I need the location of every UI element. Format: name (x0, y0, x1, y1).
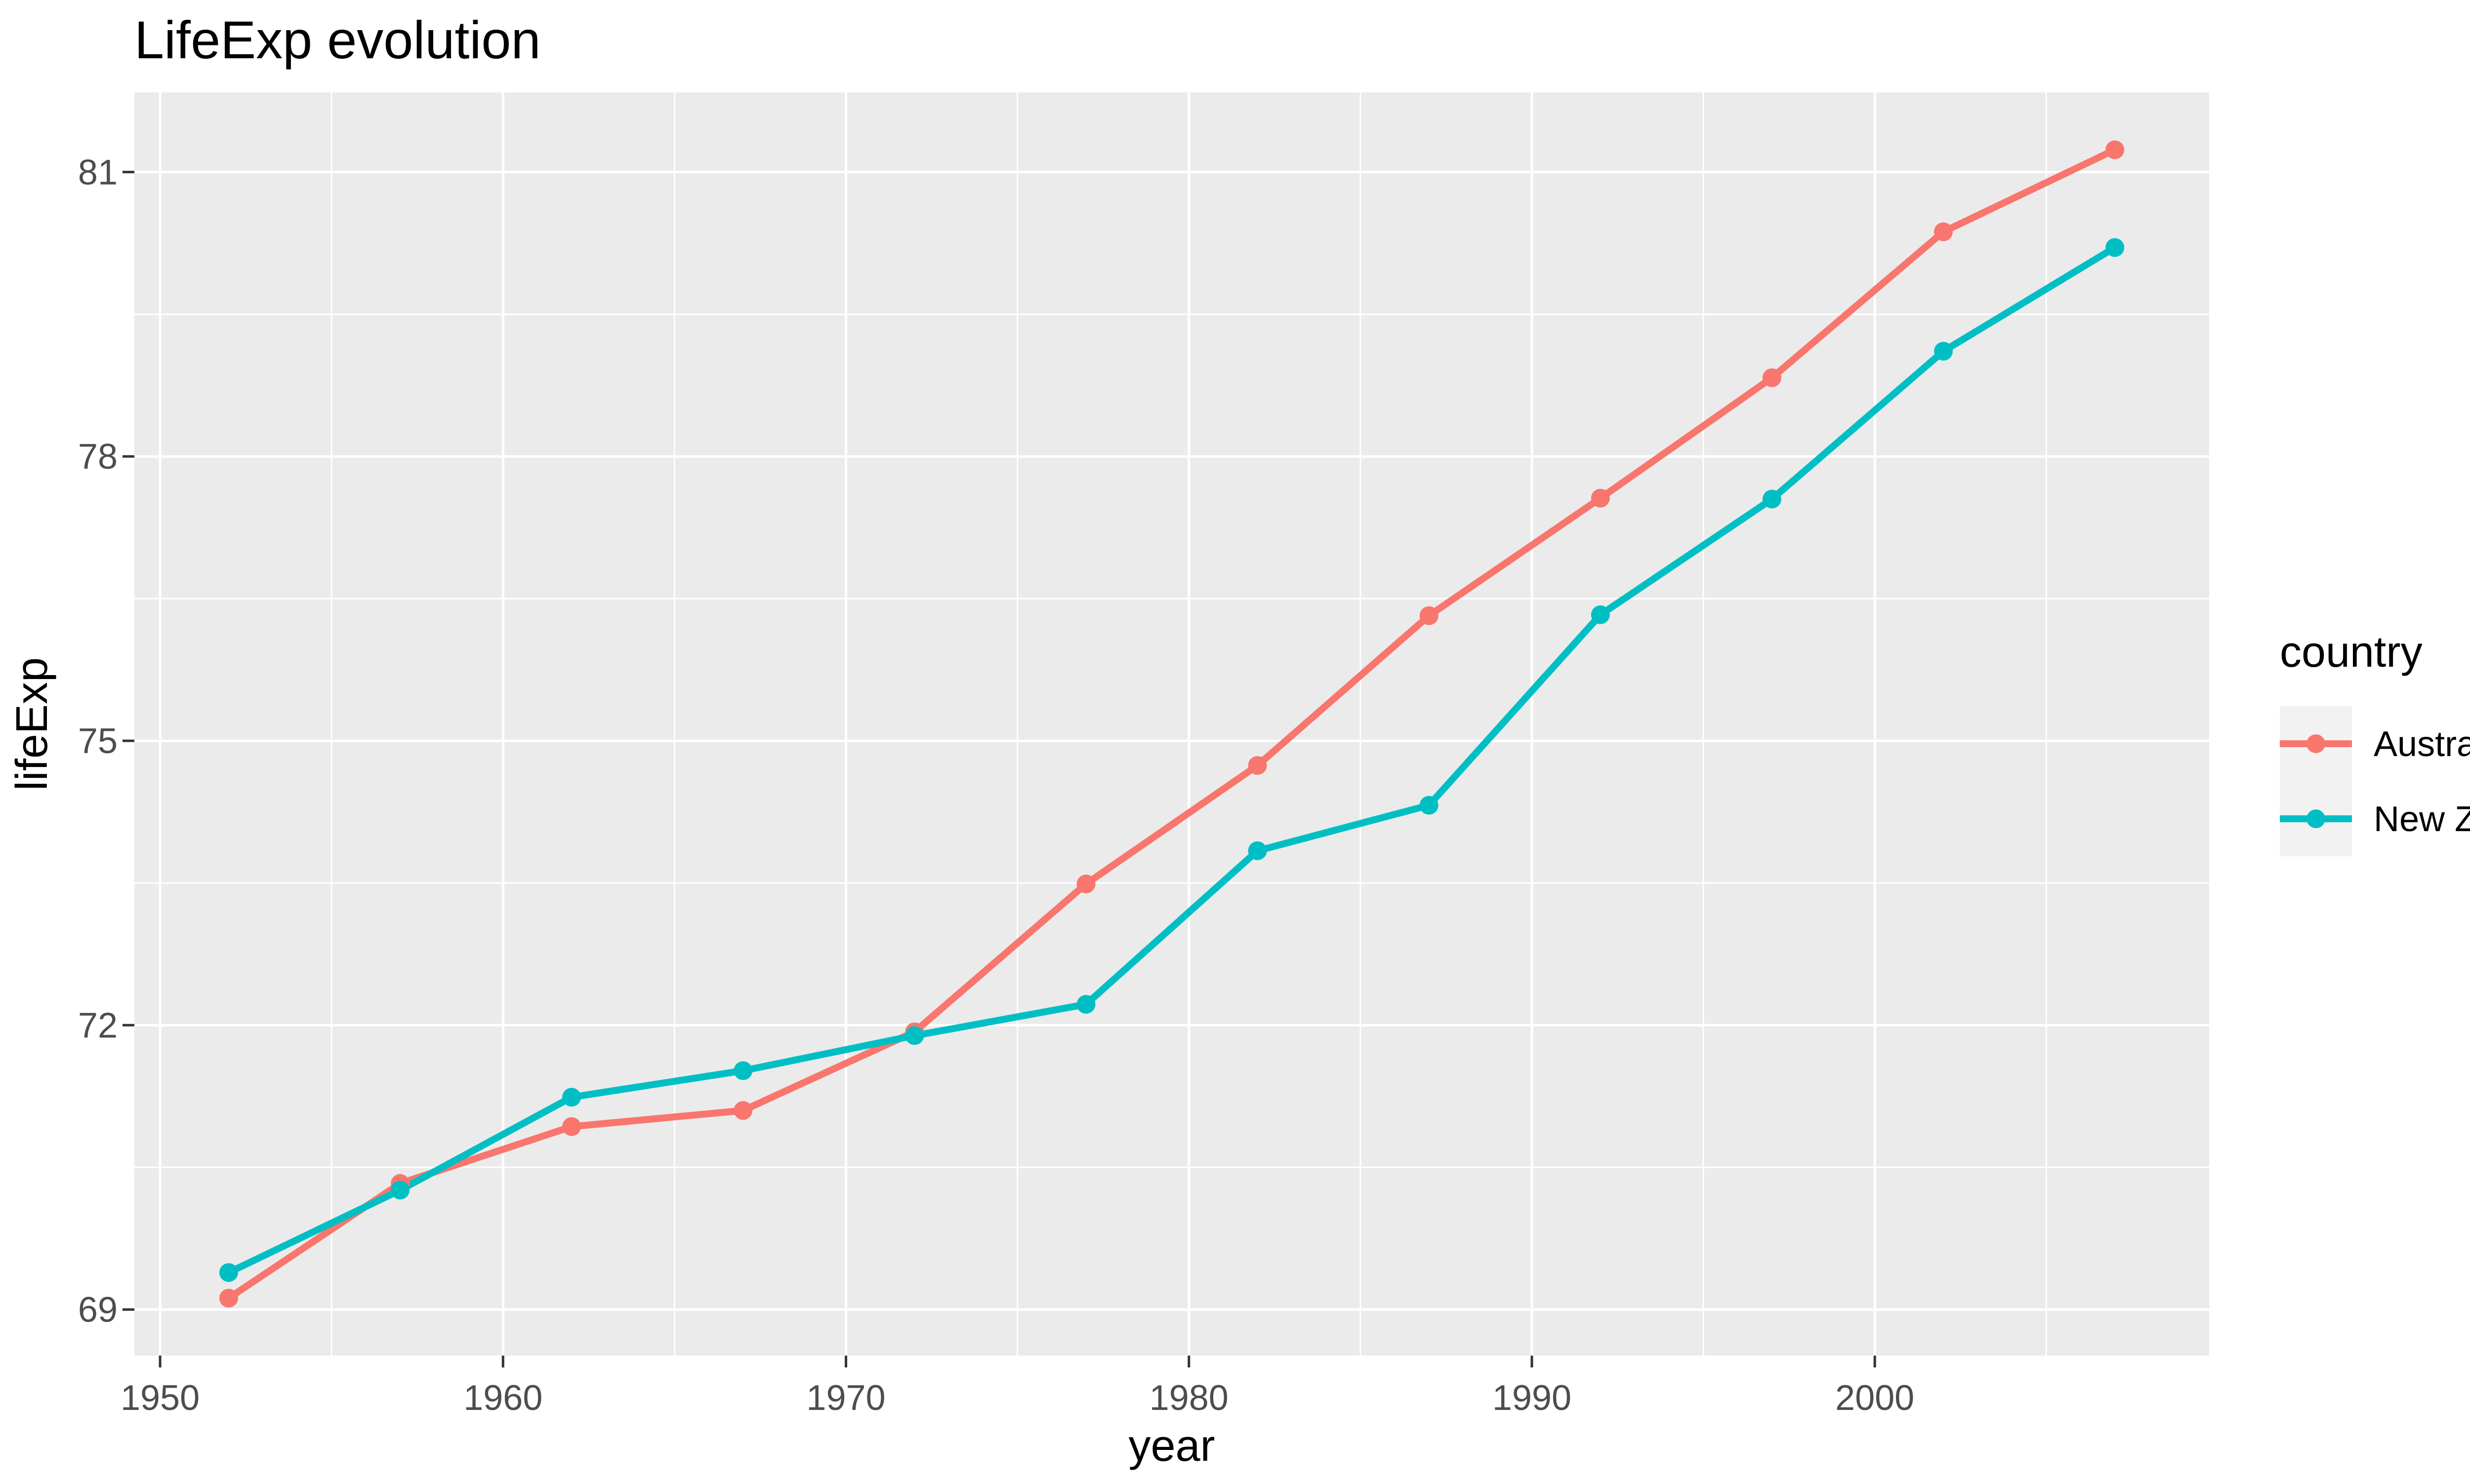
series-line-new-zealand (227, 244, 2117, 1276)
legend-label-australia: Australia (2374, 724, 2470, 764)
axis-tick-labels: 1950 1960 1970 1980 1990 2000 69 72 75 78 81 (78, 153, 1914, 1418)
data-point-australia-1997 (1762, 368, 1781, 387)
legend-key-point-australia (2306, 734, 2325, 753)
data-point-new-zealand-1972 (905, 1026, 924, 1045)
data-point-new-zealand-1992 (1591, 605, 1610, 624)
data-point-australia-2007 (2105, 140, 2125, 160)
gridlines-major (134, 92, 2209, 1356)
x-tick-label: 1980 (1150, 1378, 1229, 1418)
data-point-new-zealand-1967 (734, 1061, 753, 1081)
data-point-new-zealand-1957 (391, 1180, 410, 1200)
legend-key-point-new-zealand (2306, 809, 2325, 828)
legend-markers (2280, 734, 2352, 828)
data-point-australia-1982 (1248, 756, 1267, 775)
y-tick-label: 78 (78, 437, 118, 477)
data-point-new-zealand-1997 (1762, 489, 1781, 509)
y-tick-label: 81 (78, 153, 118, 192)
data-point-australia-2002 (1934, 222, 1953, 241)
legend-title: country (2280, 627, 2423, 676)
data-point-new-zealand-1977 (1076, 995, 1096, 1014)
data-point-new-zealand-2002 (1934, 342, 1953, 361)
x-tick-label: 1960 (463, 1378, 542, 1418)
data-point-australia-1952 (219, 1288, 238, 1308)
plot-title: LifeExp evolution (134, 10, 541, 70)
series-lines (227, 147, 2117, 1301)
x-tick-label: 1990 (1492, 1378, 1571, 1418)
y-tick-label: 75 (78, 722, 118, 761)
y-tick-label: 72 (78, 1006, 118, 1045)
gridlines-minor (134, 92, 2209, 1356)
x-tick-label: 1970 (806, 1378, 885, 1418)
y-axis-title: lifeExp (7, 657, 57, 791)
x-axis-title: year (1128, 1421, 1215, 1471)
data-point-new-zealand-1987 (1419, 796, 1439, 815)
x-tick-label: 1950 (121, 1378, 200, 1418)
data-point-new-zealand-1962 (562, 1087, 581, 1107)
data-point-australia-1987 (1419, 606, 1439, 625)
data-point-new-zealand-1982 (1248, 841, 1267, 860)
x-tick-label: 2000 (1835, 1378, 1914, 1418)
data-point-australia-1992 (1591, 488, 1610, 508)
data-point-australia-1962 (562, 1117, 581, 1136)
legend: country Australia New Zealand (2280, 627, 2470, 856)
data-point-new-zealand-2007 (2105, 238, 2125, 257)
y-tick-label: 69 (78, 1290, 118, 1330)
axis-tick-marks (123, 170, 1876, 1367)
data-point-australia-1967 (734, 1101, 753, 1120)
series-line-australia (227, 147, 2117, 1301)
data-point-australia-1977 (1076, 874, 1096, 893)
series-points (219, 140, 2125, 1308)
legend-label-new-zealand: New Zealand (2374, 800, 2470, 839)
data-point-new-zealand-1952 (219, 1263, 238, 1282)
